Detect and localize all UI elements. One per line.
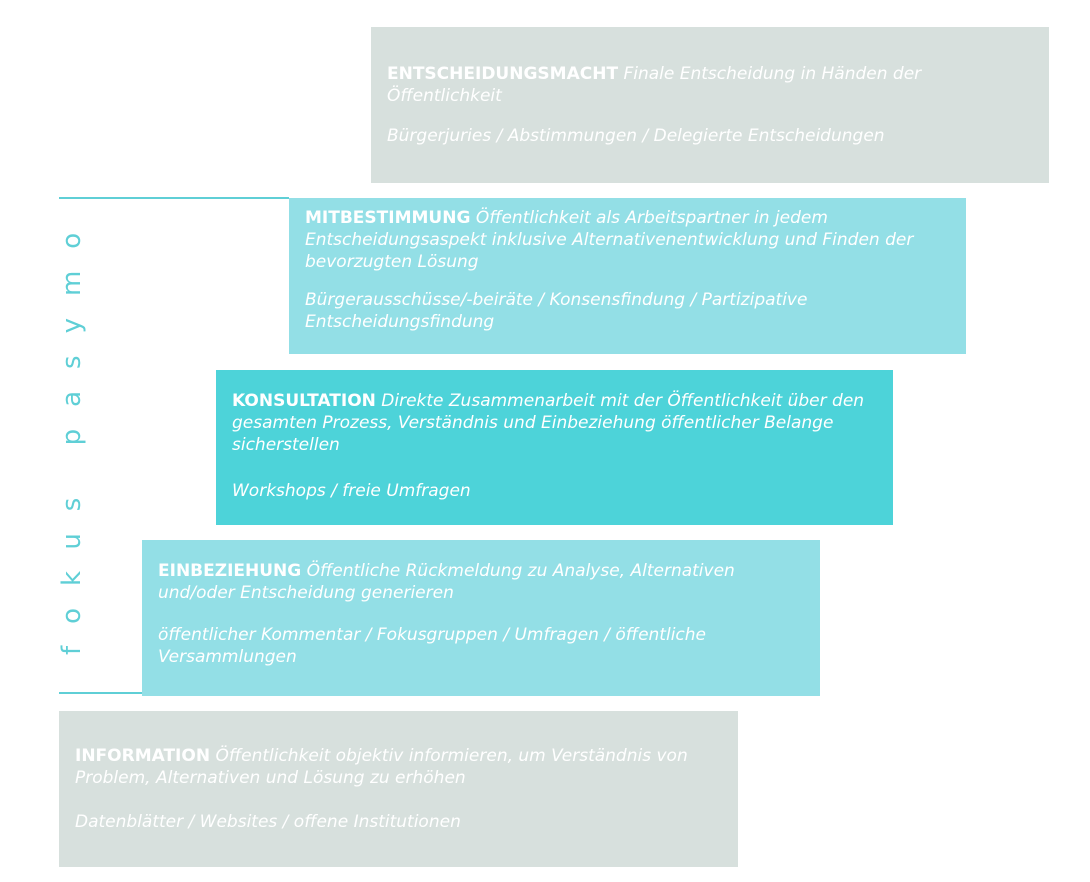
step-information: INFORMATION Öffentlichkeit objektiv info…: [59, 711, 738, 867]
step-einbeziehung: EINBEZIEHUNG Öffentliche Rückmeldung zu …: [142, 540, 820, 696]
step-mitbestimmung-name: MITBESTIMMUNG: [305, 208, 471, 228]
step-konsultation: KONSULTATION Direkte Zusammenarbeit mit …: [216, 370, 893, 525]
focus-bracket-bottom-line: [59, 692, 142, 694]
step-information-methods: Datenblätter / Websites / offene Institu…: [75, 812, 461, 832]
step-konsultation-name: KONSULTATION: [232, 391, 376, 411]
step-entscheidungsmacht-description: Finale Entscheidung in Händen der Öffent…: [387, 64, 922, 106]
step-information-name: INFORMATION: [75, 746, 211, 766]
step-konsultation-heading: KONSULTATION Direkte Zusammenarbeit mit …: [232, 390, 873, 456]
step-entscheidungsmacht: ENTSCHEIDUNGSMACHT Finale Entscheidung i…: [371, 27, 1049, 183]
step-entscheidungsmacht-heading: ENTSCHEIDUNGSMACHT Finale Entscheidung i…: [387, 63, 1029, 107]
step-mitbestimmung-description: Öffentlichkeit als Arbeitspartner in jed…: [305, 208, 914, 272]
step-entscheidungsmacht-name: ENTSCHEIDUNGSMACHT: [387, 64, 619, 84]
step-information-description: Öffentlichkeit objektiv informieren, um …: [75, 746, 688, 788]
step-einbeziehung-heading: EINBEZIEHUNG Öffentliche Rückmeldung zu …: [158, 560, 800, 604]
step-mitbestimmung-methods: Bürgerausschüsse/-beiräte / Konsensfindu…: [305, 290, 808, 332]
step-mitbestimmung-heading: MITBESTIMMUNG Öffentlichkeit als Arbeits…: [305, 207, 946, 273]
step-konsultation-methods: Workshops / freie Umfragen: [232, 481, 471, 501]
step-einbeziehung-name: EINBEZIEHUNG: [158, 561, 302, 581]
step-mitbestimmung: MITBESTIMMUNG Öffentlichkeit als Arbeits…: [289, 198, 966, 354]
focus-label: fokus pasymo: [57, 210, 87, 655]
step-konsultation-description: Direkte Zusammenarbeit mit der Öffentlic…: [232, 391, 865, 455]
step-einbeziehung-methods: öffentlicher Kommentar / Fokusgruppen / …: [158, 625, 707, 667]
step-einbeziehung-description: Öffentliche Rückmeldung zu Analyse, Alte…: [158, 561, 735, 603]
step-information-heading: INFORMATION Öffentlichkeit objektiv info…: [75, 745, 718, 789]
focus-bracket-top-line: [59, 197, 289, 199]
step-entscheidungsmacht-methods: Bürgerjuries / Abstimmungen / Delegierte…: [387, 126, 885, 146]
